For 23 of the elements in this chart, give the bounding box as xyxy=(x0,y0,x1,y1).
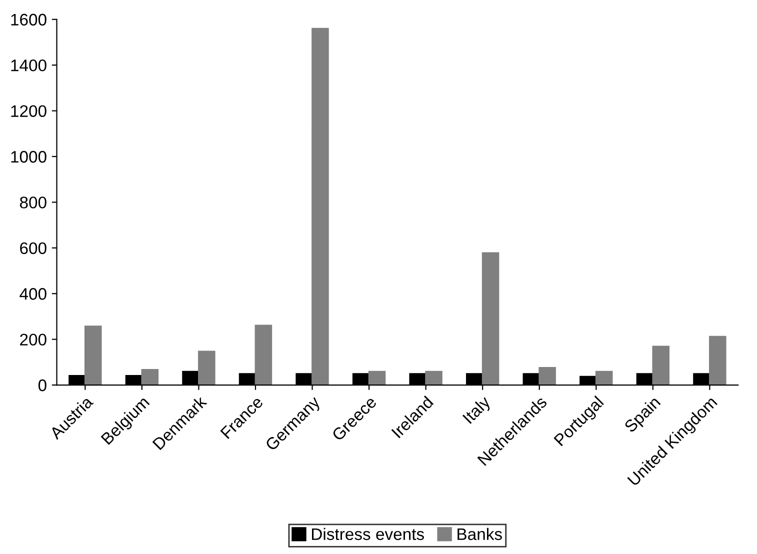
legend-label: Banks xyxy=(458,528,502,540)
bar xyxy=(482,252,500,386)
bar xyxy=(368,370,386,386)
bar xyxy=(595,370,613,386)
y-tick-label: 0 xyxy=(38,379,46,392)
bar xyxy=(425,370,442,386)
bar xyxy=(312,28,329,386)
bar xyxy=(84,326,102,386)
bar xyxy=(538,366,556,386)
y-tick-label: 600 xyxy=(20,242,46,254)
y-tick-label: 800 xyxy=(20,196,46,208)
bar xyxy=(141,369,159,386)
y-tick-label: 1400 xyxy=(11,59,46,72)
bar xyxy=(198,350,216,386)
bar xyxy=(652,346,670,386)
legend-label: Distress events xyxy=(312,528,424,540)
bar xyxy=(254,324,272,386)
y-tick-label: 400 xyxy=(20,288,46,300)
y-tick-label: 1200 xyxy=(11,105,46,118)
y-tick-label: 1000 xyxy=(11,150,46,163)
y-tick-label: 1600 xyxy=(11,14,46,26)
bar xyxy=(708,336,726,386)
y-tick-label: 200 xyxy=(20,334,46,346)
